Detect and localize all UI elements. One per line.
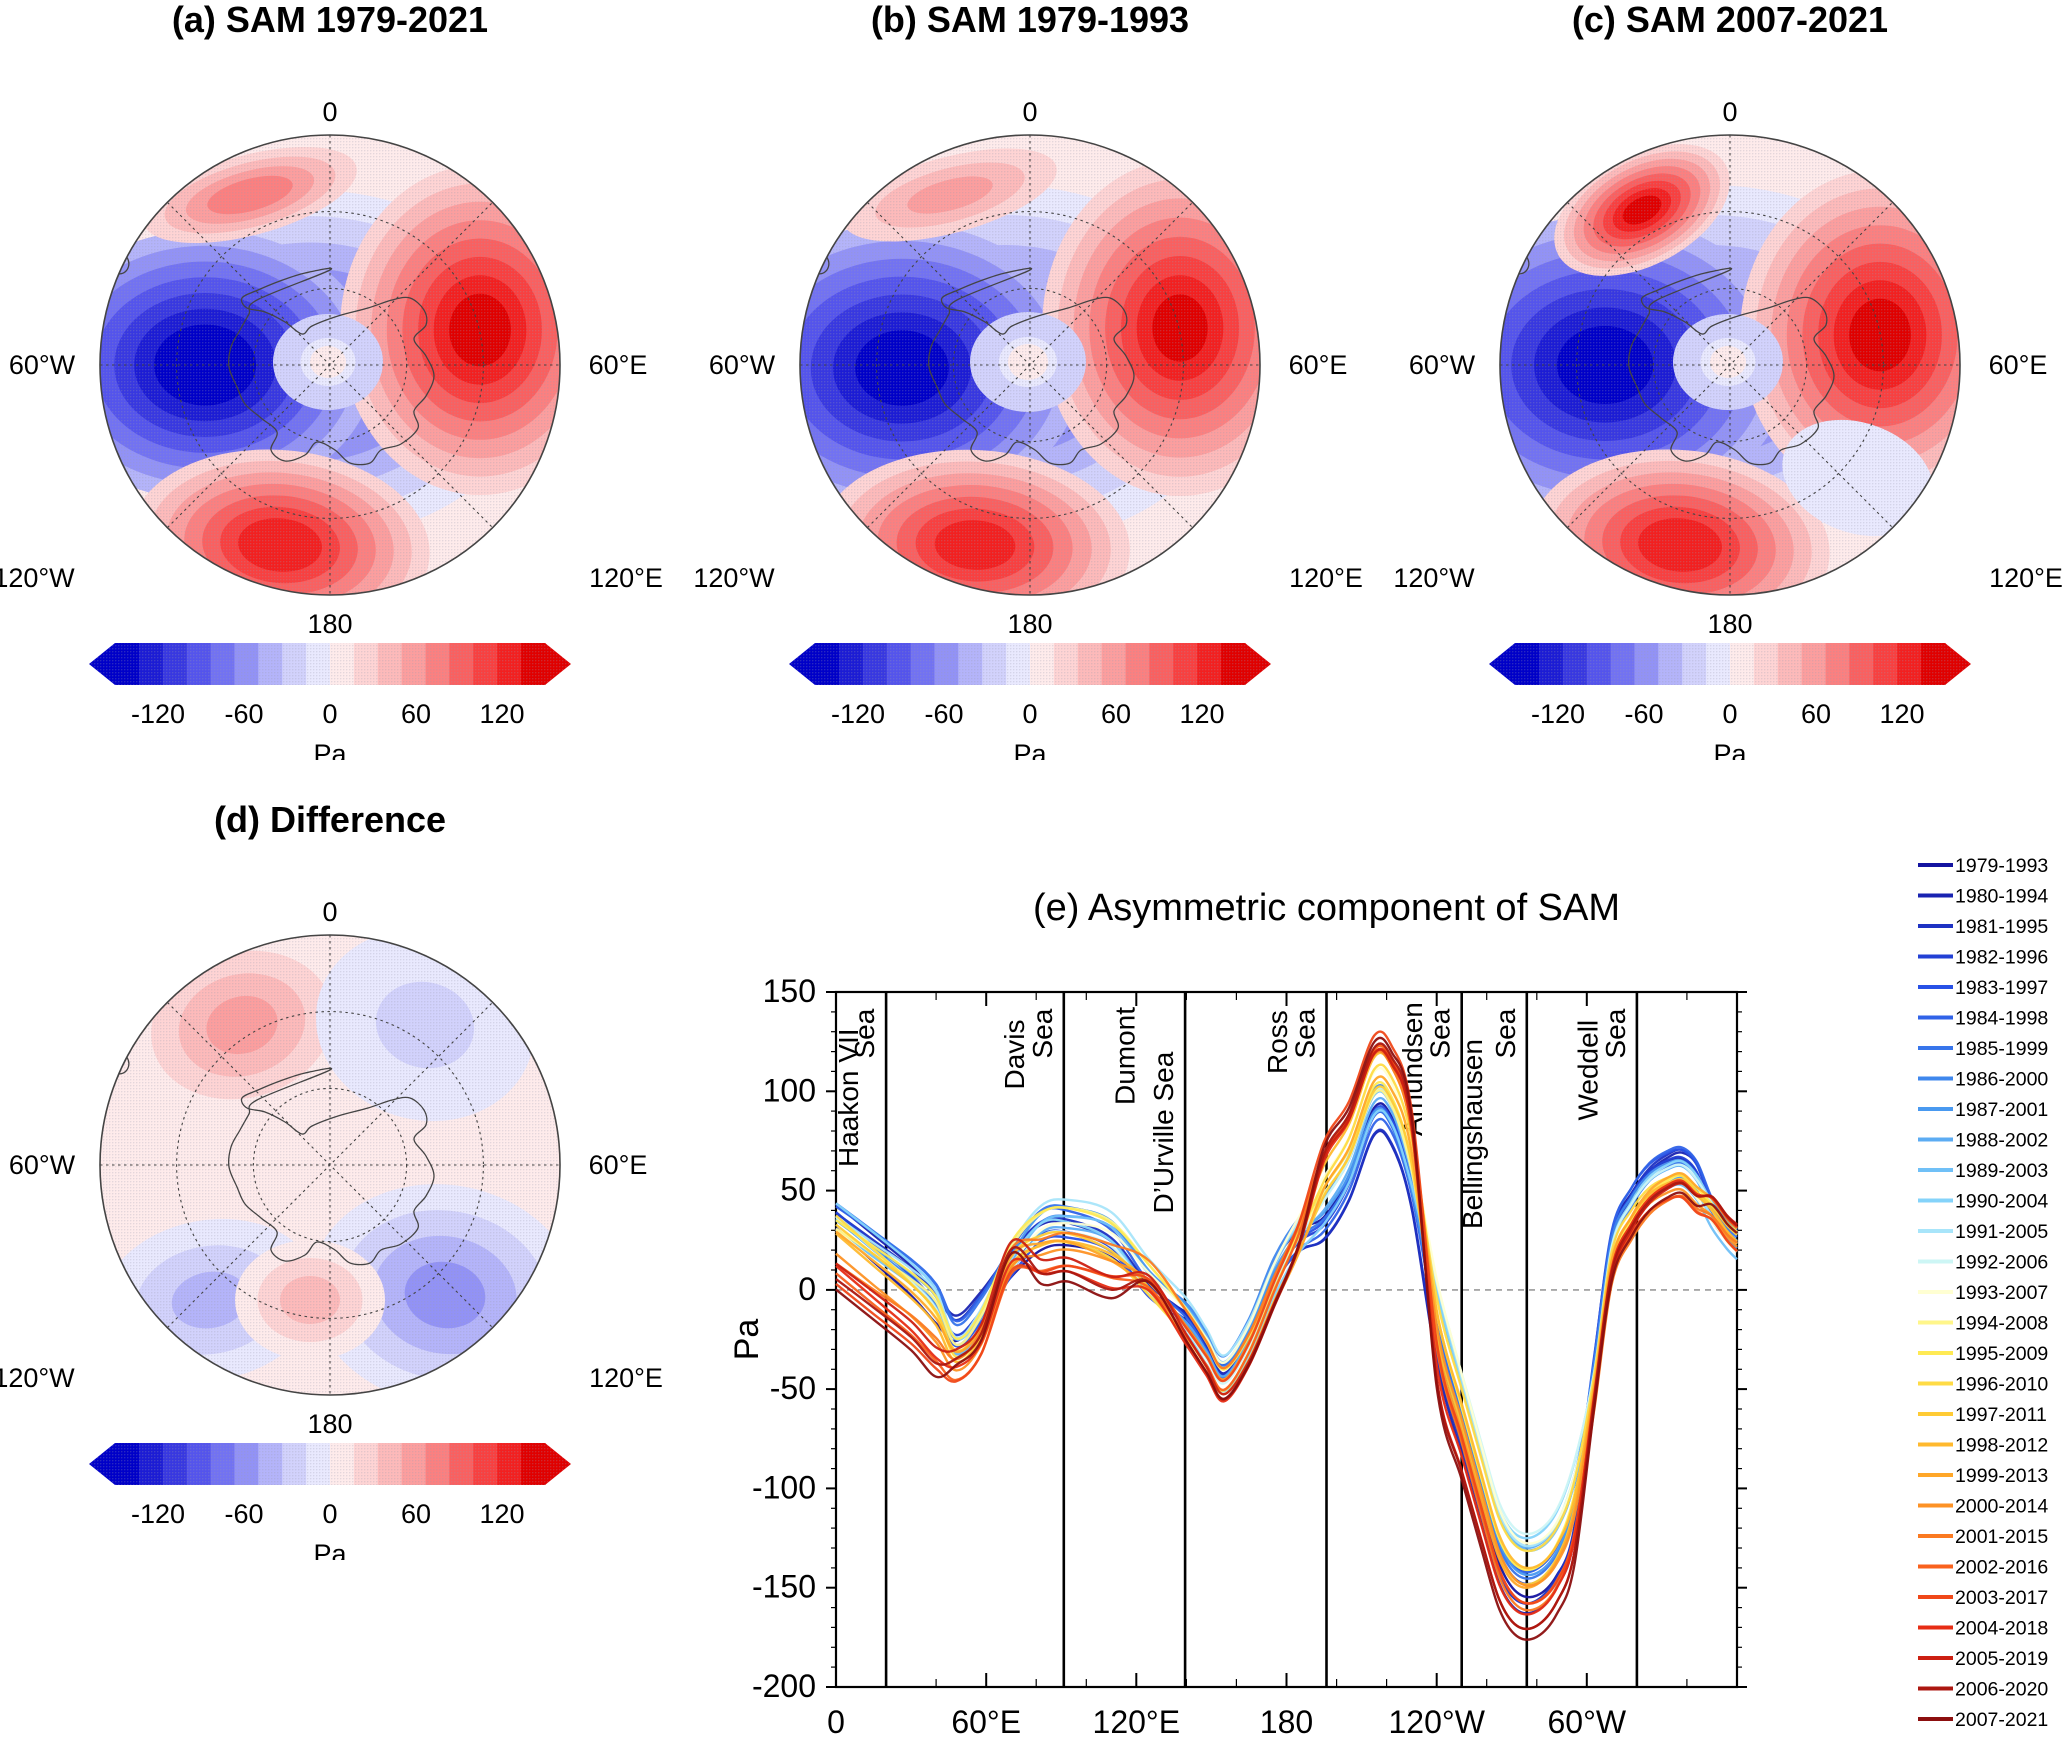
svg-text:1987-2001: 1987-2001 — [1955, 1099, 2048, 1121]
svg-text:1980-1994: 1980-1994 — [1955, 886, 2048, 908]
svg-text:2003-2017: 2003-2017 — [1955, 1587, 2048, 1609]
svg-text:2002-2016: 2002-2016 — [1955, 1557, 2048, 1579]
svg-text:1999-2013: 1999-2013 — [1955, 1465, 2048, 1487]
svg-text:1981-1995: 1981-1995 — [1955, 916, 2048, 938]
svg-text:1986-2000: 1986-2000 — [1955, 1069, 2048, 1091]
svg-text:1991-2005: 1991-2005 — [1955, 1221, 2048, 1243]
svg-text:1995-2009: 1995-2009 — [1955, 1343, 2048, 1365]
svg-text:1990-2004: 1990-2004 — [1955, 1191, 2048, 1213]
svg-text:1985-1999: 1985-1999 — [1955, 1038, 2048, 1060]
svg-text:2000-2014: 2000-2014 — [1955, 1496, 2048, 1518]
svg-text:1996-2010: 1996-2010 — [1955, 1374, 2048, 1396]
svg-text:2007-2021: 2007-2021 — [1955, 1709, 2048, 1731]
svg-text:1982-1996: 1982-1996 — [1955, 947, 2048, 969]
svg-text:1979-1993: 1979-1993 — [1955, 855, 2048, 877]
svg-text:2005-2019: 2005-2019 — [1955, 1648, 2048, 1670]
svg-text:1998-2012: 1998-2012 — [1955, 1435, 2048, 1457]
svg-text:2006-2020: 2006-2020 — [1955, 1679, 2048, 1701]
svg-text:1993-2007: 1993-2007 — [1955, 1282, 2048, 1304]
svg-text:2001-2015: 2001-2015 — [1955, 1526, 2048, 1548]
svg-text:2004-2018: 2004-2018 — [1955, 1618, 2048, 1640]
svg-text:1983-1997: 1983-1997 — [1955, 977, 2048, 999]
svg-text:1984-1998: 1984-1998 — [1955, 1008, 2048, 1030]
svg-text:1988-2002: 1988-2002 — [1955, 1130, 2048, 1152]
svg-text:1992-2006: 1992-2006 — [1955, 1252, 2048, 1274]
svg-text:1989-2003: 1989-2003 — [1955, 1160, 2048, 1182]
svg-text:1994-2008: 1994-2008 — [1955, 1313, 2048, 1335]
svg-text:1997-2011: 1997-2011 — [1955, 1404, 2047, 1426]
